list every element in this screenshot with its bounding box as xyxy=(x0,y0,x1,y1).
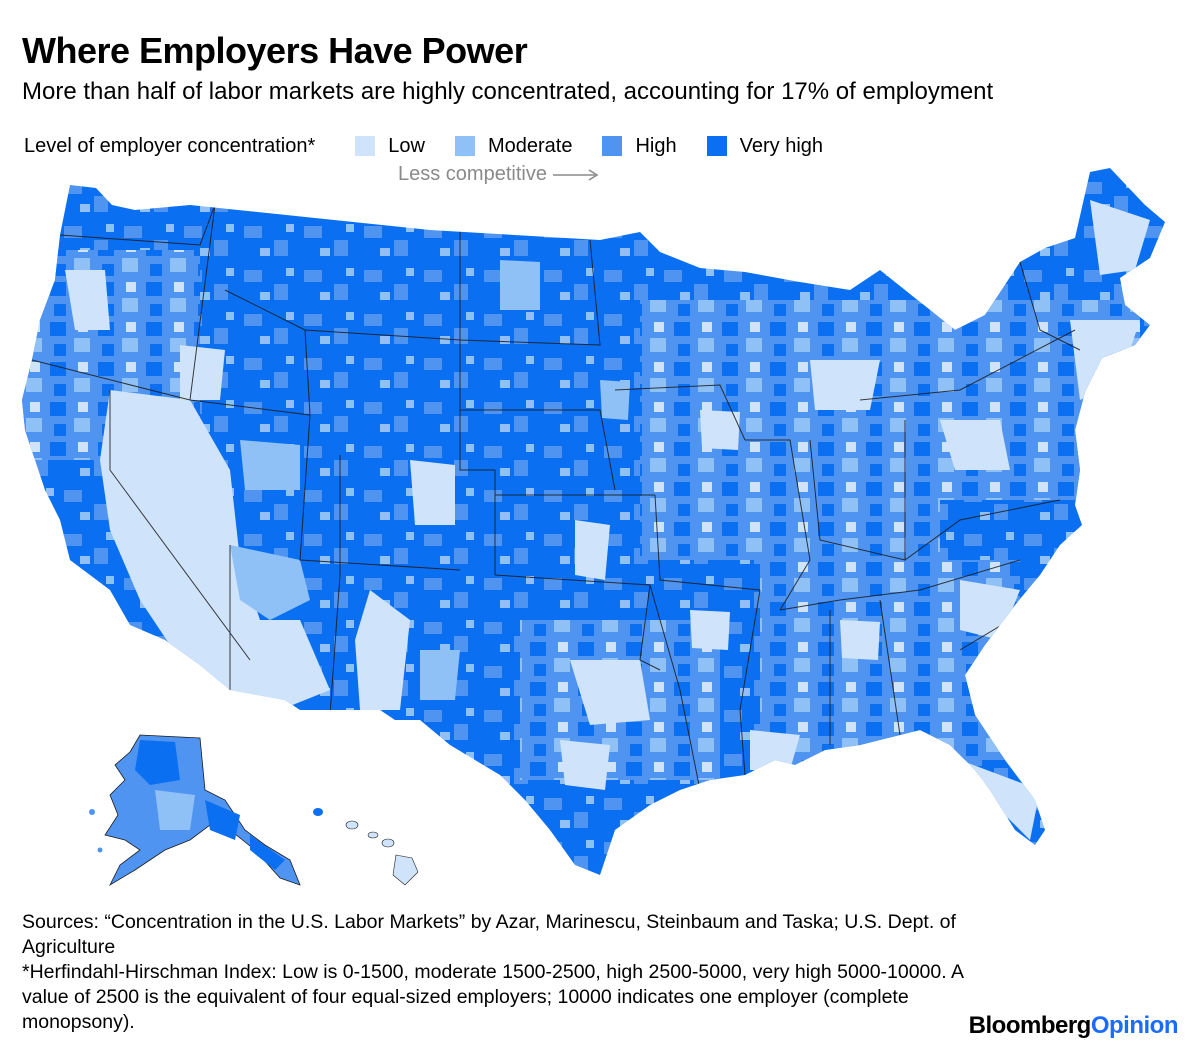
less-competitive-indicator: Less competitive xyxy=(398,163,599,186)
legend-label-moderate: Moderate xyxy=(487,134,573,157)
brand-opinion: Opinion xyxy=(1090,1012,1179,1039)
page-title: Where Employers Have Power xyxy=(22,30,528,71)
legend-item-very-high: Very high xyxy=(706,134,824,158)
legend-item-high: High xyxy=(602,134,677,158)
less-competitive-label: Less competitive xyxy=(398,163,547,185)
alaska-map xyxy=(89,734,301,887)
contiguous-us-map xyxy=(22,168,1165,875)
sources-note: Sources: “Concentration in the U.S. Labo… xyxy=(22,911,956,958)
legend-swatch-moderate xyxy=(454,136,475,156)
legend-title: Level of employer concentration* xyxy=(24,134,316,157)
bloomberg-opinion-logo: BloombergOpinion xyxy=(968,1012,1179,1040)
legend-swatch-high xyxy=(602,136,623,156)
legend-label-high: High xyxy=(635,134,677,157)
legend-item-low: Low xyxy=(355,135,425,158)
right-arrow-icon xyxy=(552,168,599,181)
legend-swatch-very-high xyxy=(706,136,727,156)
employer-concentration-map xyxy=(22,168,1165,887)
page-subtitle: More than half of labor markets are high… xyxy=(22,78,994,105)
hhi-note: *Herfindahl-Hirschman Index: Low is 0-15… xyxy=(22,961,963,1033)
legend-label-very-high: Very high xyxy=(739,134,824,157)
legend-label-low: Low xyxy=(388,134,425,157)
footnotes: Sources: “Concentration in the U.S. Labo… xyxy=(22,910,982,1035)
legend: Level of employer concentration* Low Mod… xyxy=(24,132,853,160)
hawaii-map xyxy=(313,808,419,886)
brand-bloomberg: Bloomberg xyxy=(968,1012,1092,1039)
legend-swatch-low xyxy=(355,136,376,156)
legend-item-moderate: Moderate xyxy=(454,134,573,158)
